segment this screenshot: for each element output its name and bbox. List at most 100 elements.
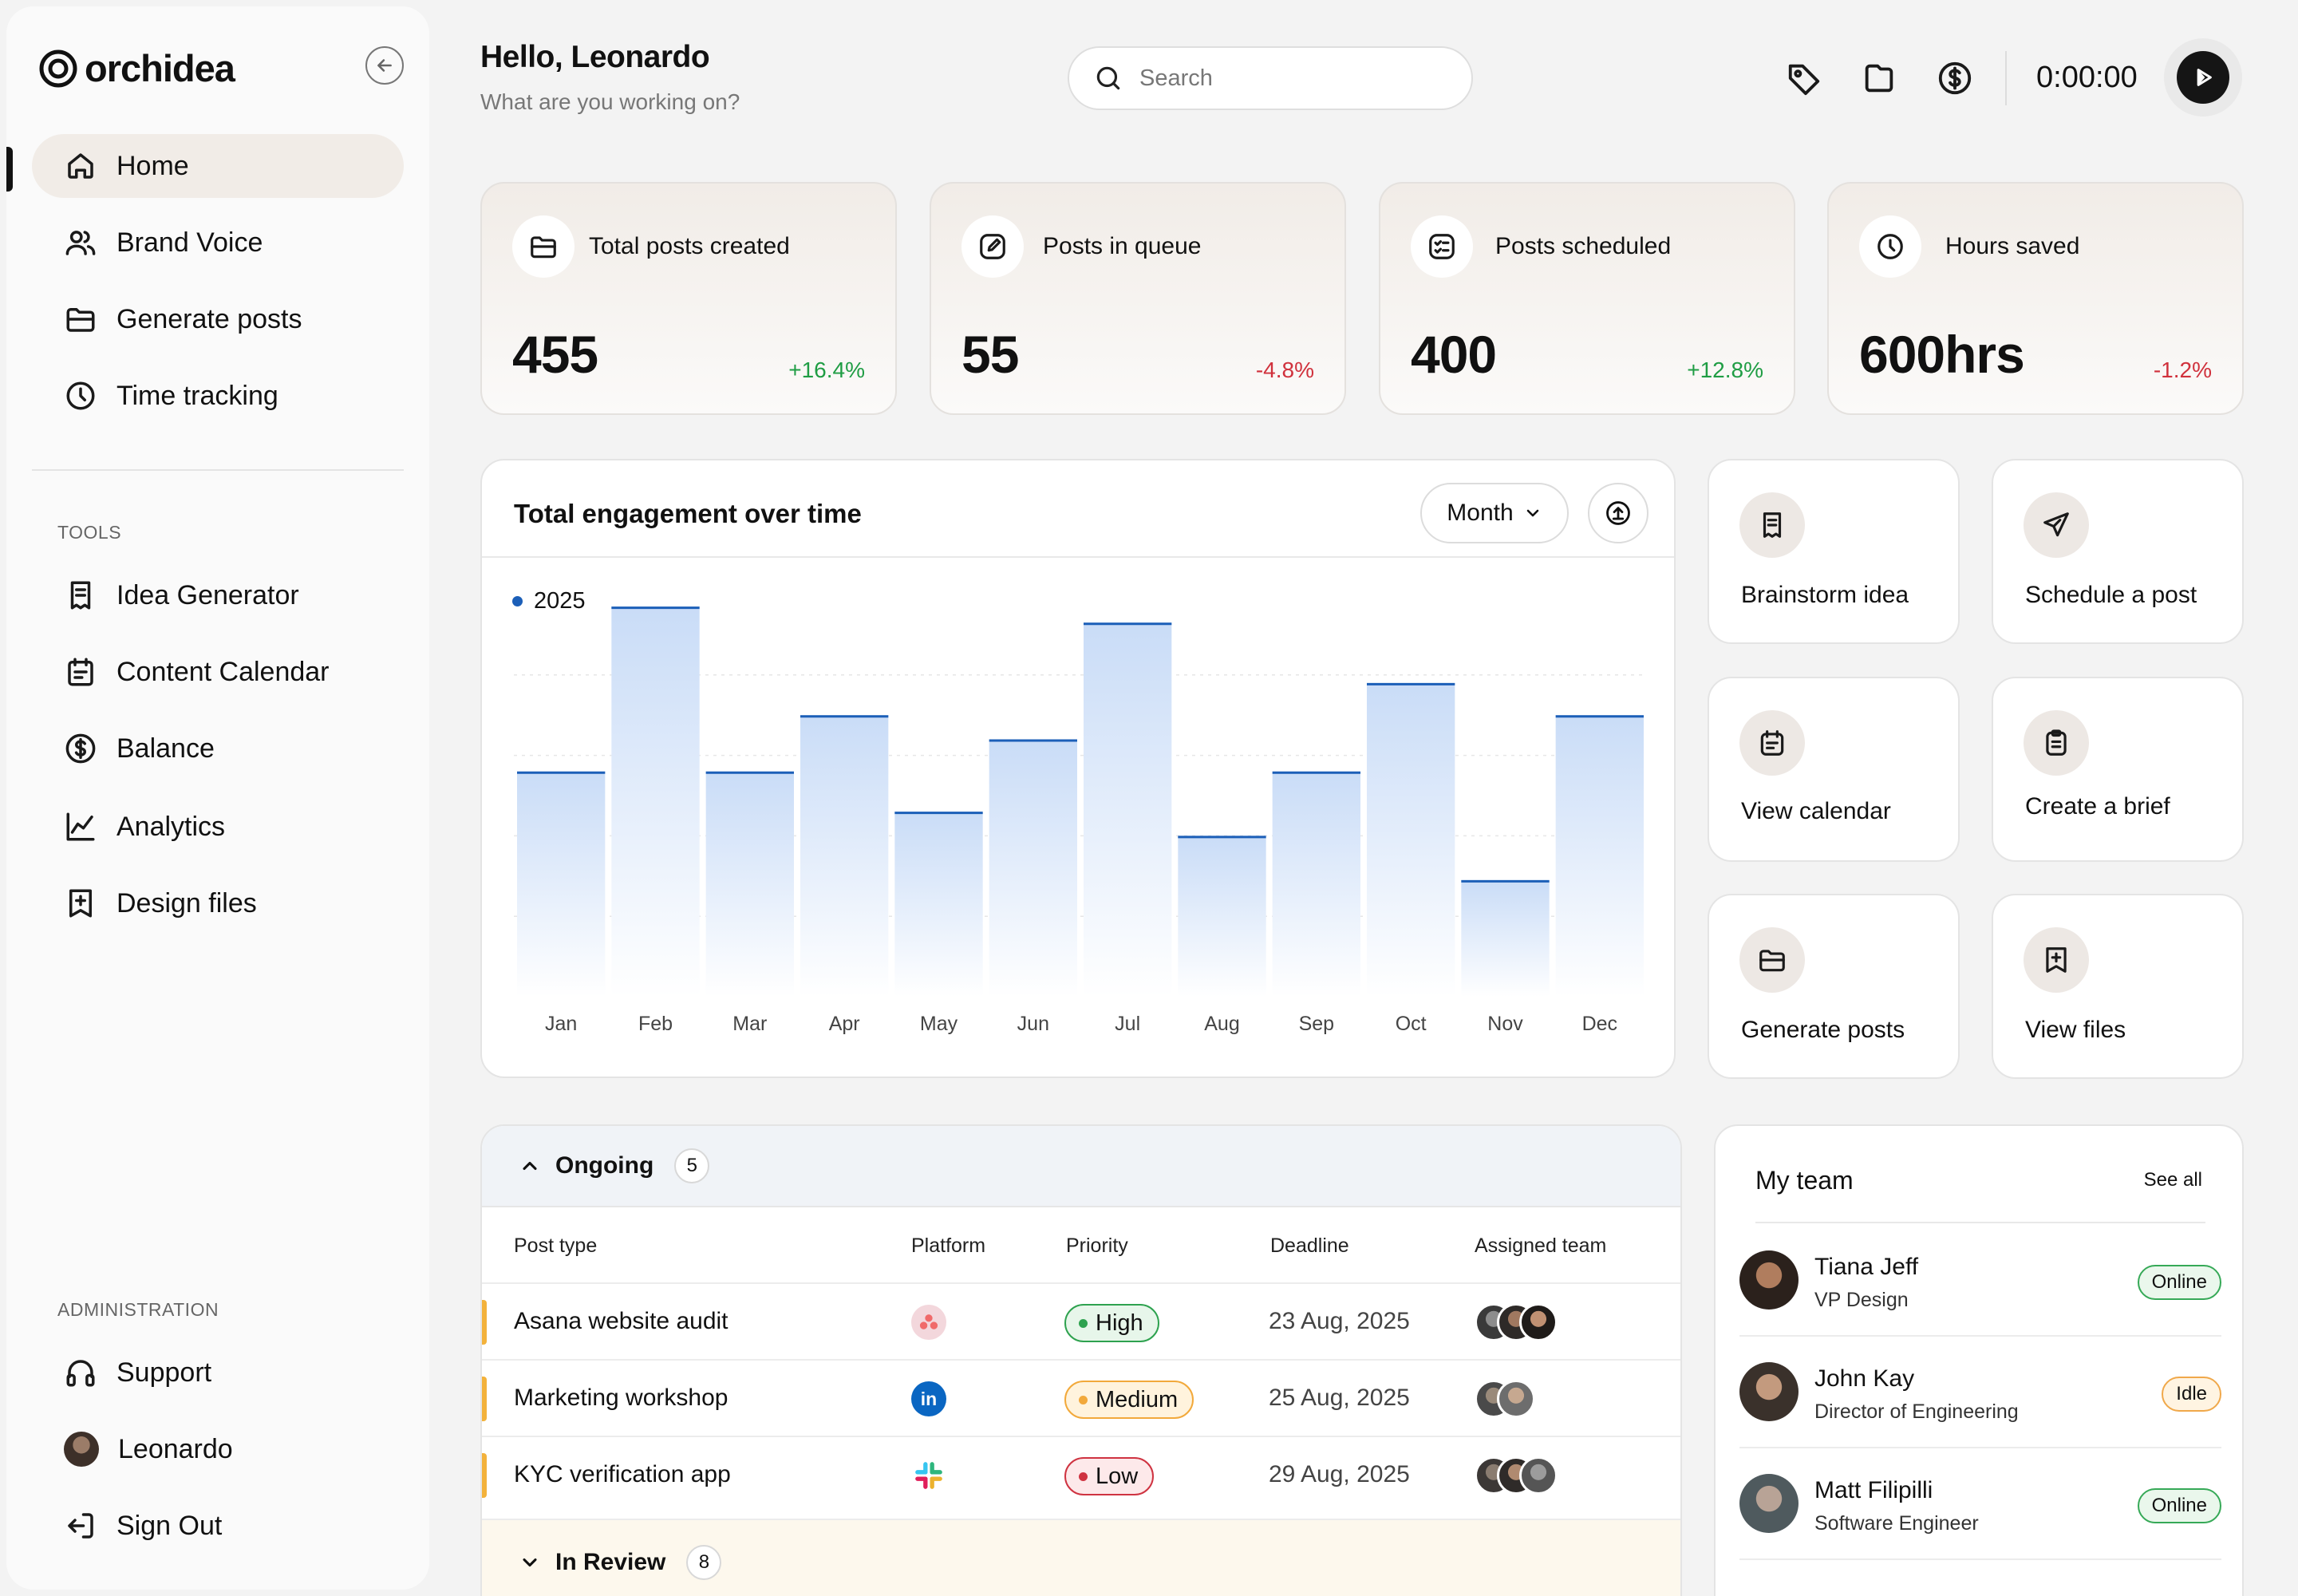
arrow-left-icon	[377, 59, 392, 72]
sidebar-item-time-tracking[interactable]: Time tracking	[32, 364, 404, 428]
row-accent	[482, 1453, 487, 1498]
search-bar[interactable]	[1068, 46, 1473, 110]
logo[interactable]: orchidea	[38, 46, 235, 90]
stat-card-posts-scheduled[interactable]: Posts scheduled 400 +12.8%	[1379, 182, 1795, 415]
sidebar-item-support[interactable]: Support	[32, 1341, 404, 1404]
team-member[interactable]: Tiana Jeff VP Design Online	[1739, 1225, 2221, 1337]
column-header-priority[interactable]: Priority	[1066, 1235, 1128, 1257]
action-generate-posts[interactable]: Generate posts	[1708, 894, 1960, 1079]
ongoing-group-header[interactable]: Ongoing 5	[482, 1126, 1680, 1207]
bar-apr[interactable]	[800, 715, 889, 997]
bar-nov[interactable]	[1461, 879, 1550, 997]
action-view-files[interactable]: View files	[1992, 894, 2244, 1079]
deadline: 23 Aug, 2025	[1269, 1308, 1410, 1334]
stat-icon-wrap	[512, 215, 574, 278]
search-input[interactable]	[1139, 65, 1443, 92]
table-row[interactable]: Asana website audit High 23 Aug, 2025	[482, 1282, 1680, 1359]
x-tick-label: Apr	[829, 1013, 860, 1035]
stat-change: -1.2%	[2153, 358, 2212, 382]
stat-value: 600hrs	[1859, 325, 2025, 384]
period-select-value: Month	[1447, 500, 1514, 526]
sidebar-item-analytics[interactable]: Analytics	[32, 795, 404, 859]
home-icon	[68, 153, 93, 179]
bar-jan[interactable]	[517, 771, 606, 997]
sidebar-item-label: Content Calendar	[116, 656, 330, 687]
deadline: 25 Aug, 2025	[1269, 1385, 1410, 1411]
headphones-icon	[66, 1360, 95, 1387]
member-name: Matt Filipilli	[1814, 1477, 1933, 1503]
start-timer-button[interactable]	[2164, 38, 2242, 117]
header-separator	[2005, 51, 2007, 105]
period-select[interactable]: Month	[1420, 483, 1569, 543]
edit-icon	[980, 234, 1005, 259]
sidebar-item-design-files[interactable]: Design files	[32, 871, 404, 935]
bar-jun[interactable]	[989, 739, 1077, 997]
bar-feb[interactable]	[611, 606, 700, 997]
tag-icon[interactable]	[1786, 60, 1822, 97]
column-header-assigned-team[interactable]: Assigned team	[1475, 1235, 1607, 1257]
dollar-icon[interactable]	[1937, 60, 1973, 97]
bar-aug[interactable]	[1178, 836, 1266, 997]
stat-card-hours-saved[interactable]: Hours saved 600hrs -1.2%	[1827, 182, 2244, 415]
table-row[interactable]: KYC verification app Low 29 Aug, 2025	[482, 1436, 1680, 1512]
x-tick-label: May	[920, 1013, 958, 1035]
sidebar-item-generate-posts[interactable]: Generate posts	[32, 287, 404, 351]
assigned-team	[1475, 1303, 1558, 1341]
see-all-link[interactable]: See all	[2143, 1169, 2202, 1191]
avatar	[1519, 1456, 1558, 1495]
folder-outline-icon[interactable]	[1861, 60, 1897, 97]
chevron-down-icon	[1526, 509, 1538, 517]
member-role: VP Design	[1814, 1289, 1909, 1311]
action-brainstorm-idea[interactable]: Brainstorm idea	[1708, 459, 1960, 644]
sidebar-item-brand-voice[interactable]: Brand Voice	[32, 211, 404, 275]
sidebar-item-home[interactable]: Home	[32, 134, 404, 198]
stat-card-posts-in-queue[interactable]: Posts in queue 55 -4.8%	[930, 182, 1346, 415]
sidebar-item-label: Sign Out	[116, 1510, 223, 1541]
folder-icon	[66, 308, 95, 332]
table-row[interactable]: Marketing workshop in Medium 25 Aug, 202…	[482, 1359, 1680, 1436]
avatar	[1739, 1362, 1799, 1421]
stat-icon-wrap	[1859, 215, 1921, 278]
tile-icon-wrap	[2024, 492, 2089, 558]
sidebar-item-balance[interactable]: Balance	[32, 717, 404, 780]
receipt-icon	[70, 581, 91, 610]
column-header-deadline[interactable]: Deadline	[1270, 1235, 1349, 1257]
avatar	[1519, 1303, 1558, 1341]
sidebar-item-profile[interactable]: Leonardo	[32, 1417, 404, 1481]
sidebar-divider	[32, 469, 404, 471]
bar-dec[interactable]	[1555, 715, 1644, 997]
folder-icon	[1759, 950, 1785, 972]
action-schedule-post[interactable]: Schedule a post	[1992, 459, 2244, 644]
team-member[interactable]: Matt Filipilli Software Engineer Online	[1739, 1448, 2221, 1560]
stat-change: +12.8%	[1687, 358, 1763, 382]
play-icon	[2197, 69, 2212, 86]
users-icon	[65, 231, 96, 255]
bar-may[interactable]	[894, 812, 983, 997]
bar-jul[interactable]	[1084, 622, 1172, 997]
action-view-calendar[interactable]: View calendar	[1708, 677, 1960, 862]
column-header-platform[interactable]: Platform	[911, 1235, 986, 1257]
sidebar-item-label: Support	[116, 1357, 212, 1388]
collapse-sidebar-button[interactable]	[365, 46, 404, 85]
tile-icon-wrap	[1739, 492, 1805, 558]
tile-icon-wrap	[2024, 927, 2089, 993]
sidebar-item-sign-out[interactable]: Sign Out	[32, 1494, 404, 1558]
bar-mar[interactable]	[705, 771, 794, 997]
page-subtitle: What are you working on?	[480, 89, 740, 114]
bar-sep[interactable]	[1272, 771, 1360, 997]
in-review-group-header[interactable]: In Review 8	[482, 1519, 1680, 1596]
column-header-post-type[interactable]: Post type	[514, 1235, 598, 1257]
sidebar-item-idea-generator[interactable]: Idea Generator	[32, 563, 404, 627]
bar-oct[interactable]	[1367, 682, 1455, 997]
active-indicator	[6, 147, 13, 192]
clipboard-icon	[2046, 729, 2067, 756]
export-button[interactable]	[1588, 483, 1648, 543]
post-type: KYC verification app	[514, 1461, 731, 1487]
x-tick-label: Oct	[1396, 1013, 1427, 1035]
sidebar-item-content-calendar[interactable]: Content Calendar	[32, 640, 404, 704]
team-divider	[1755, 1222, 2205, 1223]
tile-label: Generate posts	[1741, 1017, 1905, 1043]
action-create-brief[interactable]: Create a brief	[1992, 677, 2244, 862]
team-member[interactable]: John Kay Director of Engineering Idle	[1739, 1337, 2221, 1448]
stat-card-total-posts[interactable]: Total posts created 455 +16.4%	[480, 182, 897, 415]
